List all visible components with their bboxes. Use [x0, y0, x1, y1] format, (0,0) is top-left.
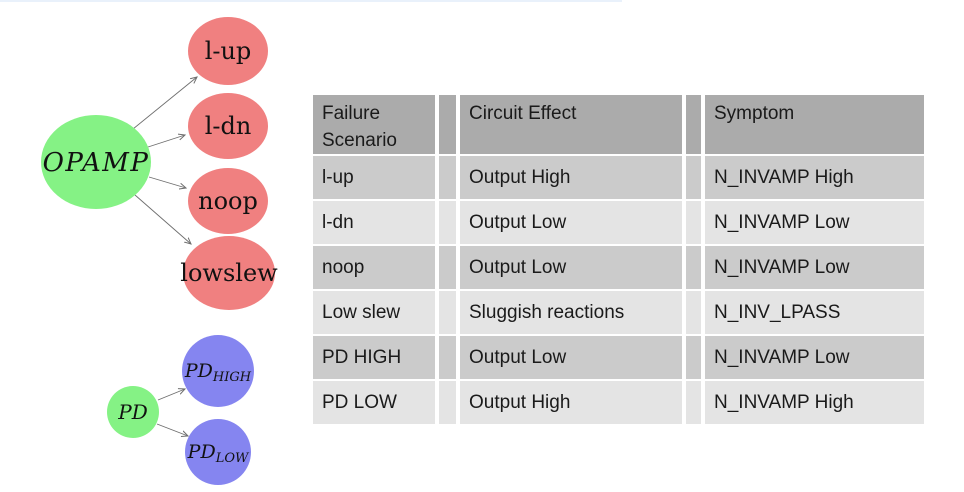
node-pd [107, 386, 159, 438]
spacer-cell [686, 291, 701, 334]
edge-opamp-lowslew [134, 194, 191, 244]
edge-opamp-lup [132, 77, 197, 130]
scenario-cell: PD HIGH [313, 336, 435, 379]
top-accent-line [0, 0, 622, 2]
spacer-cell [439, 336, 456, 379]
node-l-up [188, 17, 268, 85]
node-pd-high-label: PDHIGH [184, 360, 252, 385]
symptom-cell: N_INVAMP Low [705, 201, 924, 244]
spacer-cell [686, 156, 701, 199]
scenario-cell: PD LOW [313, 381, 435, 424]
spacer-cell [439, 246, 456, 289]
edge-pd-pdlow [156, 423, 188, 436]
edge-opamp-noop [148, 176, 186, 188]
spacer-cell [439, 156, 456, 199]
pd-low-subscript: LOW [215, 451, 250, 466]
symptom-cell: N_INV_LPASS [705, 291, 924, 334]
header-symptom: Symptom [705, 95, 924, 154]
node-noop [188, 168, 268, 234]
scenario-cell: l-up [313, 156, 435, 199]
spacer-cell [686, 201, 701, 244]
node-opamp [41, 115, 151, 209]
header-circuit-effect: Circuit Effect [460, 95, 682, 154]
spacer-cell [686, 381, 701, 424]
symptom-cell: N_INVAMP Low [705, 246, 924, 289]
effect-cell: Sluggish reactions [460, 291, 682, 334]
symptom-cell: N_INVAMP Low [705, 336, 924, 379]
node-l-dn-label: l-dn [205, 112, 252, 140]
fault-tree-diagram: OPAMP l-up l-dn noop lowslew PD PDHIGH P… [41, 17, 278, 485]
spacer-cell [686, 336, 701, 379]
header-spacer-2 [686, 95, 701, 154]
node-lowslew [183, 236, 275, 310]
symptom-cell: N_INVAMP High [705, 156, 924, 199]
edge-opamp-ldn [147, 135, 185, 148]
node-pd-label: PD [117, 400, 148, 424]
scenario-cell: noop [313, 246, 435, 289]
effect-cell: Output Low [460, 201, 682, 244]
effect-cell: Output Low [460, 246, 682, 289]
failure-table: Failure Scenario Circuit Effect Symptom … [313, 95, 924, 424]
spacer-cell [439, 291, 456, 334]
header-spacer-1 [439, 95, 456, 154]
pd-edges [156, 389, 188, 436]
node-pd-low-label: PDLOW [187, 441, 250, 466]
effect-cell: Output High [460, 381, 682, 424]
spacer-cell [439, 381, 456, 424]
node-pd-high [182, 335, 254, 407]
edge-pd-pdhigh [157, 389, 185, 401]
effect-cell: Output Low [460, 336, 682, 379]
spacer-cell [686, 246, 701, 289]
scenario-cell: Low slew [313, 291, 435, 334]
node-pd-low [185, 419, 251, 485]
symptom-cell: N_INVAMP High [705, 381, 924, 424]
spacer-cell [439, 201, 456, 244]
node-l-up-label: l-up [205, 37, 252, 65]
pd-low-base: PD [187, 441, 216, 463]
pd-high-subscript: HIGH [212, 370, 252, 385]
scenario-cell: l-dn [313, 201, 435, 244]
node-opamp-label: OPAMP [43, 148, 150, 178]
node-l-dn [188, 93, 268, 159]
header-failure-scenario: Failure Scenario [313, 95, 435, 154]
node-noop-label: noop [198, 187, 258, 215]
opamp-edges [132, 77, 197, 244]
pd-high-base: PD [184, 360, 213, 382]
effect-cell: Output High [460, 156, 682, 199]
node-lowslew-label: lowslew [180, 259, 278, 287]
